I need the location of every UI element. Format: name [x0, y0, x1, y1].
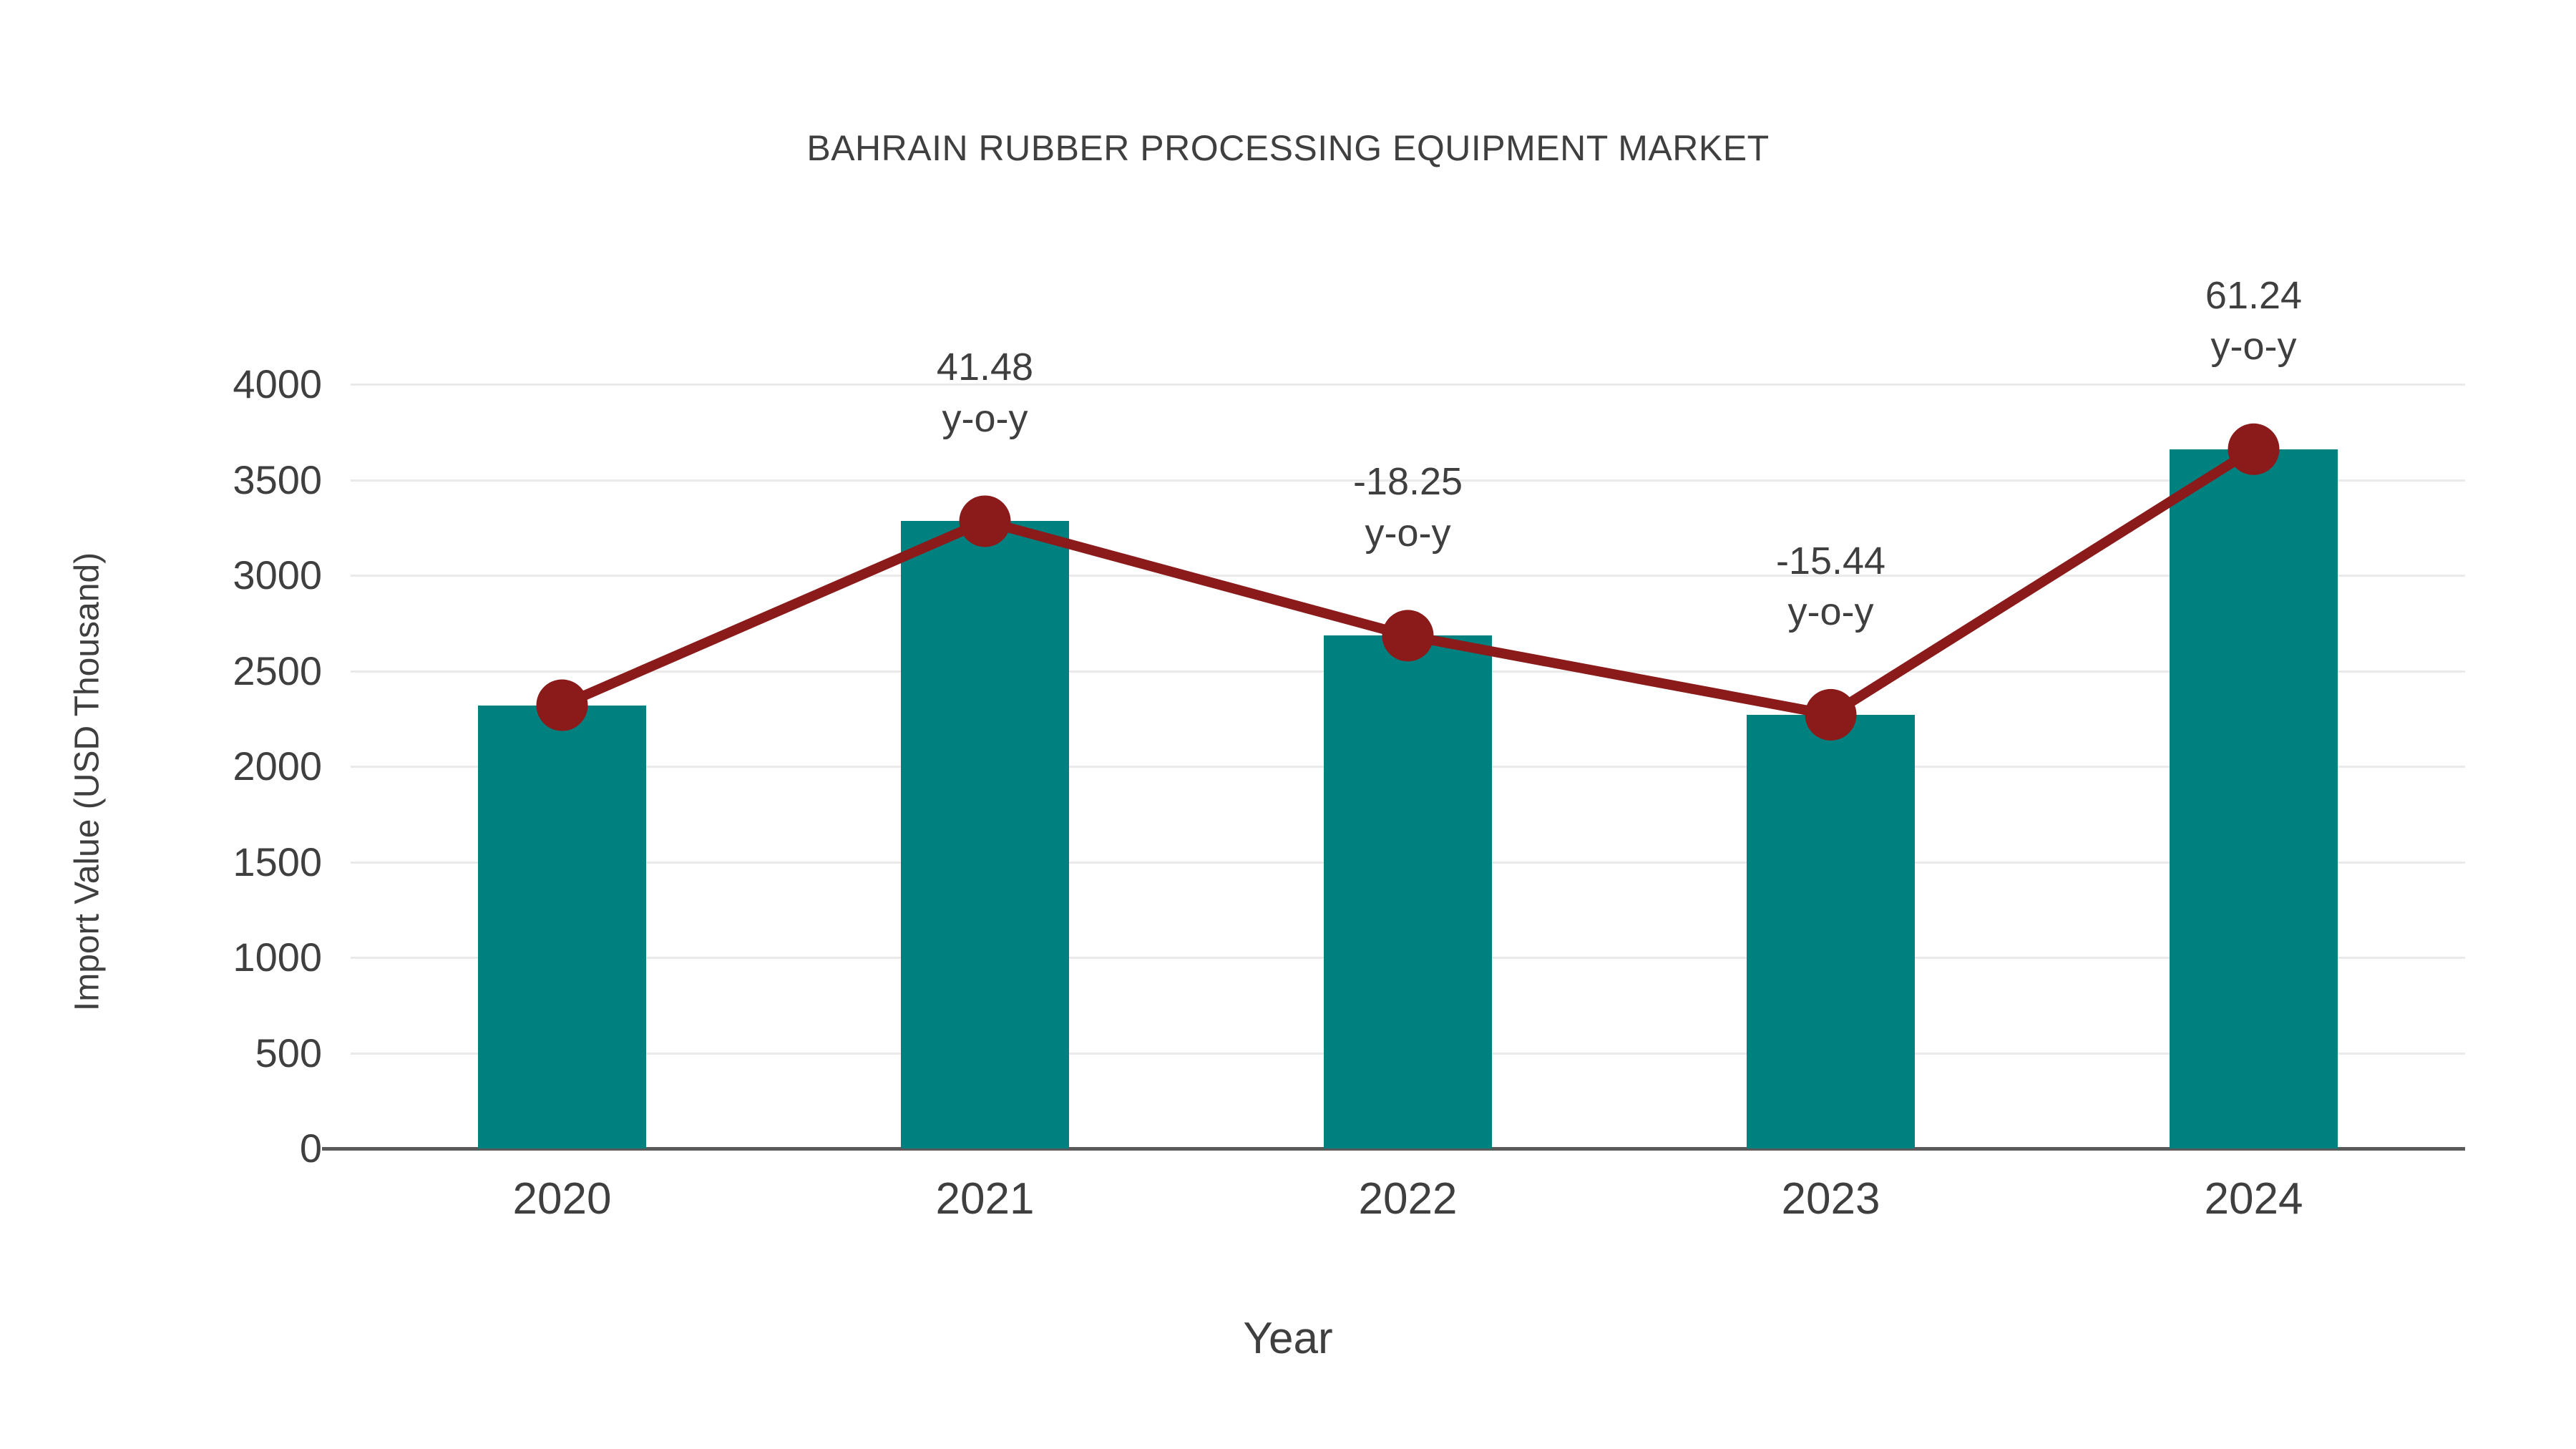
chart-title: BAHRAIN RUBBER PROCESSING EQUIPMENT MARK…	[806, 128, 1770, 168]
gridline	[351, 575, 2465, 577]
growth-annotation-2024: 61.24 y-o-y	[2039, 270, 2469, 373]
y-tick-label: 500	[255, 1030, 322, 1075]
y-tick-label: 1000	[233, 935, 322, 980]
bar-2023[interactable]	[1747, 714, 1915, 1148]
x-tick-label: 2024	[2204, 1174, 2303, 1224]
y-tick-label: 2500	[233, 648, 322, 693]
growth-unit: y-o-y	[2210, 325, 2297, 369]
gridline	[351, 479, 2465, 482]
x-tick-label: 2023	[1781, 1174, 1880, 1224]
bar-2024[interactable]	[2170, 449, 2338, 1148]
gridline	[351, 384, 2465, 386]
y-tick-label: 3500	[233, 457, 322, 502]
x-tick-label: 2022	[1358, 1174, 1458, 1224]
axis-baseline	[322, 1147, 2465, 1151]
y-tick-label: 0	[299, 1126, 322, 1171]
bar-2022[interactable]	[1324, 635, 1492, 1148]
y-tick-label: 1500	[233, 839, 322, 884]
plot-area	[322, 384, 2465, 1151]
x-tick-label: 2020	[512, 1174, 612, 1224]
growth-value: 61.24	[2205, 273, 2303, 317]
bar-2021[interactable]	[901, 521, 1069, 1148]
bar-2020[interactable]	[478, 705, 646, 1148]
y-tick-label: 3000	[233, 552, 322, 597]
y-tick-label: 2000	[233, 743, 322, 789]
y-tick-label: 4000	[233, 361, 322, 406]
x-axis-title: Year	[1243, 1314, 1333, 1363]
x-tick-label: 2021	[935, 1174, 1035, 1224]
